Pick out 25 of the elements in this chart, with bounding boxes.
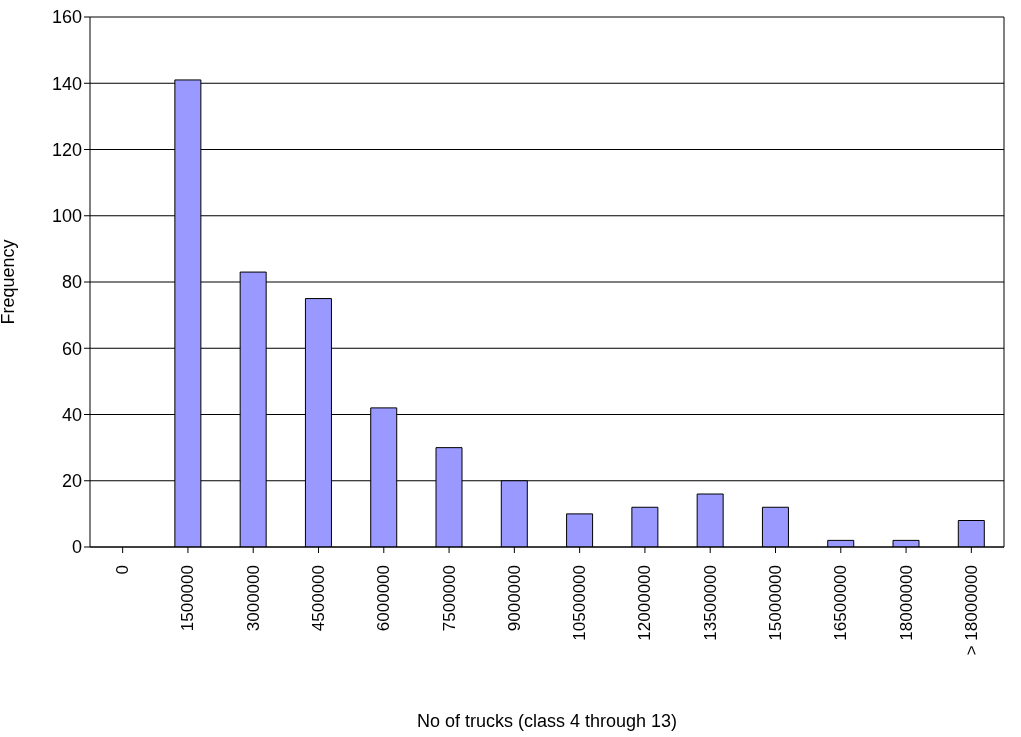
y-tick-label: 40	[61, 404, 82, 425]
y-tick-label: 60	[61, 338, 82, 359]
x-tick-label: 12000000	[635, 565, 655, 641]
x-tick-label: 3000000	[243, 565, 263, 632]
x-tick-label: 4500000	[309, 565, 328, 632]
y-tick-label: 140	[51, 73, 82, 94]
y-tick-label: 0	[71, 537, 82, 558]
x-tick-label: 1500000	[178, 565, 198, 632]
y-tick-label: 160	[51, 7, 82, 28]
x-tick-label: 6000000	[374, 565, 394, 632]
x-tick-label: 0	[113, 565, 133, 575]
y-tick-label: 100	[51, 206, 82, 227]
y-tick-label: 120	[51, 139, 82, 160]
x-tick-label: 10500000	[570, 565, 590, 641]
x-tick-label: 18000000	[896, 565, 916, 641]
x-tick-label: 13500000	[700, 565, 720, 641]
x-tick-label: 16500000	[831, 565, 851, 641]
y-tick-label: 20	[61, 471, 82, 492]
x-axis-title: No of trucks (class 4 through 13)	[416, 711, 678, 731]
x-tick-label: 9000000	[504, 565, 524, 632]
y-tick-label: 80	[61, 272, 82, 293]
x-tick-label: 15000000	[766, 565, 785, 641]
x-tick-label: > 18000000	[961, 565, 981, 656]
x-tick-label: 7500000	[439, 565, 459, 632]
y-axis-title: Frequency	[0, 239, 19, 325]
